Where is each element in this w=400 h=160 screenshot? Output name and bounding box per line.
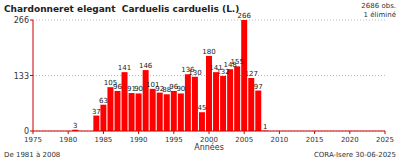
- data-label: 3: [73, 122, 77, 130]
- bar: [164, 94, 170, 131]
- y-tick-label: 133: [14, 72, 29, 81]
- x-tick-label: 2015: [306, 136, 324, 144]
- grid-line: [33, 131, 385, 132]
- data-label: 155: [230, 58, 243, 66]
- bar: [136, 93, 142, 131]
- y-tick-label: 0: [24, 127, 29, 136]
- x-tick-label: 2010: [270, 136, 288, 144]
- x-tick-label: 1985: [94, 136, 112, 144]
- data-label: 141: [118, 64, 131, 72]
- data-label: 90: [176, 85, 185, 93]
- data-label: 90: [134, 85, 143, 93]
- bar: [255, 91, 261, 131]
- bar: [227, 69, 233, 131]
- bar: [114, 91, 120, 131]
- x-tick-label: 1975: [24, 136, 42, 144]
- data-label: 97: [254, 83, 263, 91]
- bar: [100, 105, 106, 131]
- bar: [213, 72, 219, 131]
- bar: [185, 74, 191, 131]
- bars: [72, 20, 268, 131]
- bar: [199, 112, 205, 131]
- x-tick-label: 1980: [59, 136, 77, 144]
- data-label: 146: [139, 62, 153, 70]
- annotation: 1 éliminé: [364, 11, 396, 19]
- data-label: 45: [197, 104, 206, 112]
- bar: [220, 76, 226, 131]
- background: [0, 0, 400, 160]
- annotation: De 1981 à 2008: [4, 151, 60, 159]
- x-axis-label: Années: [194, 142, 224, 152]
- bar: [234, 66, 240, 131]
- data-label: 127: [245, 70, 258, 78]
- x-tick-label: 1990: [130, 136, 148, 144]
- bar: [171, 91, 177, 131]
- x-tick-label: 2025: [376, 136, 394, 144]
- bar: [129, 93, 135, 131]
- annotation: CORA-Isere 30-06-2025: [314, 151, 396, 159]
- bar: [150, 89, 156, 131]
- x-tick-label: 2020: [341, 136, 359, 144]
- data-label: 266: [238, 12, 252, 20]
- bar: [178, 93, 184, 131]
- x-axis: [33, 131, 385, 132]
- x-tick-label: 2005: [235, 136, 253, 144]
- bar: [93, 116, 99, 131]
- bar: [157, 93, 163, 131]
- title: Chardonneret elegant Carduelis carduelis…: [4, 4, 239, 14]
- y-axis: [33, 20, 34, 131]
- y-tick-label: 266: [14, 16, 29, 25]
- annotation: 2686 obs.: [361, 2, 396, 10]
- data-label: 37: [92, 108, 101, 116]
- bar: [143, 70, 149, 131]
- bar: [107, 87, 113, 131]
- x-tick-label: 1995: [165, 136, 183, 144]
- bar: [122, 72, 128, 131]
- data-label: 1: [263, 123, 267, 131]
- data-label: 180: [202, 48, 215, 56]
- data-label: 63: [99, 97, 108, 105]
- data-label: 130: [188, 69, 201, 77]
- data-label: 96: [113, 83, 122, 91]
- grid-line: [33, 20, 385, 21]
